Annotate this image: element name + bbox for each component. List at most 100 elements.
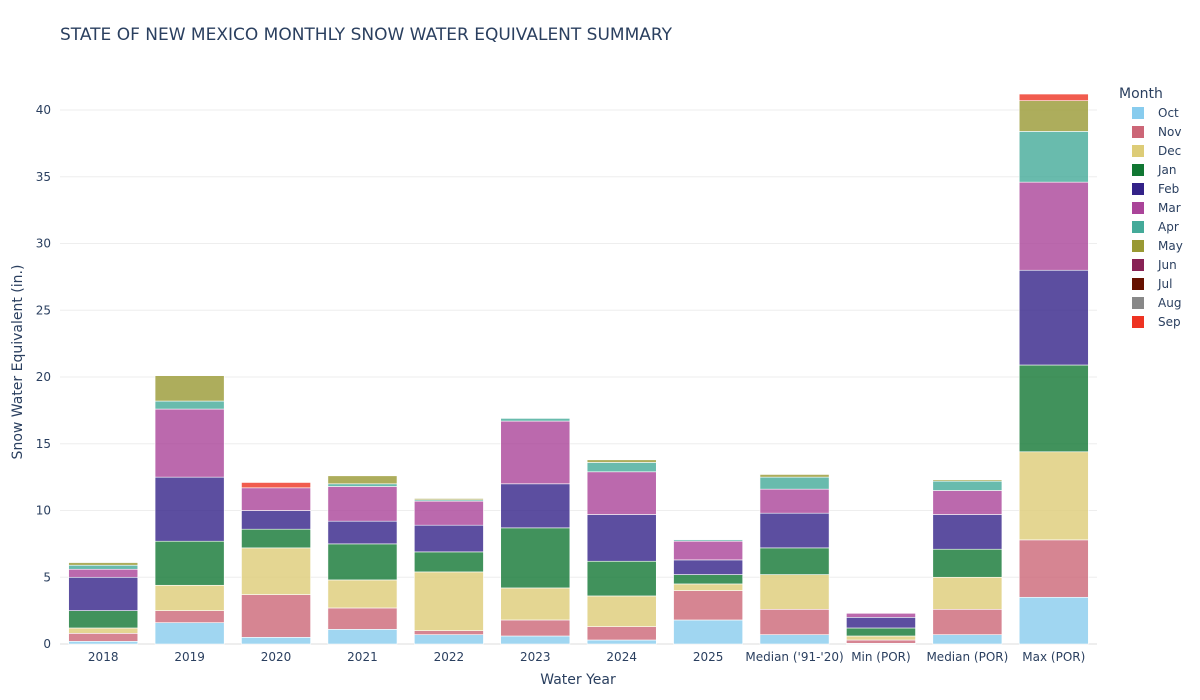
bar-segment-2023-apr[interactable] [500,418,571,422]
bar-segment-2024-may[interactable] [586,459,657,463]
bar-segment-2022-feb[interactable] [414,524,484,553]
bar-segment-2024-apr[interactable] [586,462,657,473]
bar-segment-2018-jan[interactable] [68,610,139,629]
bar-segment-2021-apr[interactable] [327,483,398,487]
legend-label-mar[interactable]: Mar [1158,201,1181,215]
legend-label-feb[interactable]: Feb [1158,182,1179,196]
bar-segment-median-91-20-feb[interactable] [759,512,830,549]
bar-segment-2018-may[interactable] [68,562,139,566]
bar-segment-max-por-sep[interactable] [1018,93,1089,102]
bar-segment-median-por-jan[interactable] [932,548,1003,578]
bar-segment-2021-may[interactable] [327,475,398,485]
bar-segment-2021-mar[interactable] [327,486,398,522]
bar-segment-2025-jan[interactable] [673,574,743,585]
bar-segment-2022-dec[interactable] [414,571,484,631]
bar-segment-min-por-nov[interactable] [846,639,916,644]
bar-segment-2019-nov[interactable] [154,610,225,623]
legend-label-apr[interactable]: Apr [1158,220,1179,234]
bar-segment-2021-feb[interactable] [327,520,398,545]
bar-segment-2024-mar[interactable] [586,471,657,515]
bar-segment-max-por-oct[interactable] [1018,596,1089,645]
bar-segment-median-por-apr[interactable] [932,480,1003,491]
bar-segment-2024-nov[interactable] [586,626,657,641]
bar-segment-2022-oct[interactable] [414,634,484,645]
bar-segment-2020-sep[interactable] [241,482,311,489]
legend-label-nov[interactable]: Nov [1158,125,1181,139]
bar-segment-2018-oct[interactable] [68,641,139,645]
bar-segment-median-91-20-nov[interactable] [759,608,830,635]
bar-segment-2018-nov[interactable] [68,633,139,642]
legend-label-dec[interactable]: Dec [1158,144,1181,158]
bar-segment-2019-dec[interactable] [154,584,225,611]
bar-segment-2019-mar[interactable] [154,408,225,478]
bar-segment-2023-dec[interactable] [500,587,571,621]
bar-segment-median-91-20-mar[interactable] [759,488,830,514]
bar-segment-2024-jan[interactable] [586,560,657,597]
bar-segment-2021-dec[interactable] [327,579,398,609]
bar-segment-median-91-20-dec[interactable] [759,574,830,610]
bar-segment-2023-nov[interactable] [500,619,571,637]
bar-segment-2021-jan[interactable] [327,543,398,581]
bar-segment-2020-dec[interactable] [241,547,311,595]
bar-segment-max-por-feb[interactable] [1018,269,1089,366]
bar-segment-median-por-dec[interactable] [932,576,1003,610]
bar-segment-max-por-apr[interactable] [1018,131,1089,183]
bar-segment-median-por-may[interactable] [932,479,1003,482]
bar-segment-2019-may[interactable] [154,375,225,402]
bar-segment-2025-feb[interactable] [673,559,743,575]
bar-segment-2020-feb[interactable] [241,510,311,530]
bar-segment-max-por-jan[interactable] [1018,364,1089,453]
bar-segment-max-por-may[interactable] [1018,100,1089,132]
bar-segment-median-91-20-apr[interactable] [759,476,830,490]
bar-segment-2025-apr[interactable] [673,539,743,542]
bar-segment-2019-feb[interactable] [154,476,225,542]
bar-segment-min-por-dec[interactable] [846,635,916,641]
bar-segment-2023-oct[interactable] [500,635,571,645]
bar-segment-2022-may[interactable] [414,498,484,501]
bar-segment-2018-apr[interactable] [68,564,139,570]
bar-segment-median-91-20-oct[interactable] [759,634,830,645]
bar-segment-min-por-mar[interactable] [846,612,916,618]
bar-segment-2022-nov[interactable] [414,630,484,635]
legend-label-jun[interactable]: Jun [1157,258,1177,272]
bar-segment-2025-oct[interactable] [673,619,743,645]
bar-segment-max-por-mar[interactable] [1018,181,1089,271]
bar-segment-2018-dec[interactable] [68,627,139,634]
bar-segment-2020-oct[interactable] [241,637,311,645]
bar-segment-2024-dec[interactable] [586,595,657,627]
bar-segment-2024-oct[interactable] [586,639,657,645]
bar-segment-median-91-20-jan[interactable] [759,547,830,575]
bar-segment-2025-mar[interactable] [673,540,743,561]
bar-segment-2020-jan[interactable] [241,528,311,549]
legend-swatch-sep[interactable] [1132,316,1144,328]
bar-segment-2019-jan[interactable] [154,540,225,586]
bar-segment-2023-jan[interactable] [500,527,571,589]
bar-segment-median-por-nov[interactable] [932,608,1003,635]
bar-segment-2023-mar[interactable] [500,420,571,485]
bar-segment-min-por-jan[interactable] [846,627,916,637]
bar-segment-2022-mar[interactable] [414,500,484,526]
bar-segment-2022-jan[interactable] [414,551,484,573]
legend-label-sep[interactable]: Sep [1158,315,1181,329]
bar-segment-2021-oct[interactable] [327,629,398,645]
legend-swatch-jun[interactable] [1132,259,1144,271]
bar-segment-2025-dec[interactable] [673,583,743,591]
bar-segment-median-por-oct[interactable] [932,634,1003,645]
bar-segment-2021-nov[interactable] [327,607,398,630]
legend-label-aug[interactable]: Aug [1158,296,1181,310]
legend-swatch-oct[interactable] [1132,107,1144,119]
bar-segment-median-por-mar[interactable] [932,490,1003,515]
legend-swatch-dec[interactable] [1132,145,1144,157]
legend-swatch-apr[interactable] [1132,221,1144,233]
bar-segment-2018-mar[interactable] [68,568,139,578]
legend-label-jul[interactable]: Jul [1157,277,1172,291]
bar-segment-2019-apr[interactable] [154,400,225,410]
bar-segment-median-91-20-may[interactable] [759,474,830,478]
legend-swatch-mar[interactable] [1132,202,1144,214]
bar-segment-median-por-feb[interactable] [932,514,1003,550]
legend-swatch-jan[interactable] [1132,164,1144,176]
legend-swatch-may[interactable] [1132,240,1144,252]
bar-segment-2018-feb[interactable] [68,576,139,611]
legend-swatch-feb[interactable] [1132,183,1144,195]
bar-segment-2020-mar[interactable] [241,487,311,511]
